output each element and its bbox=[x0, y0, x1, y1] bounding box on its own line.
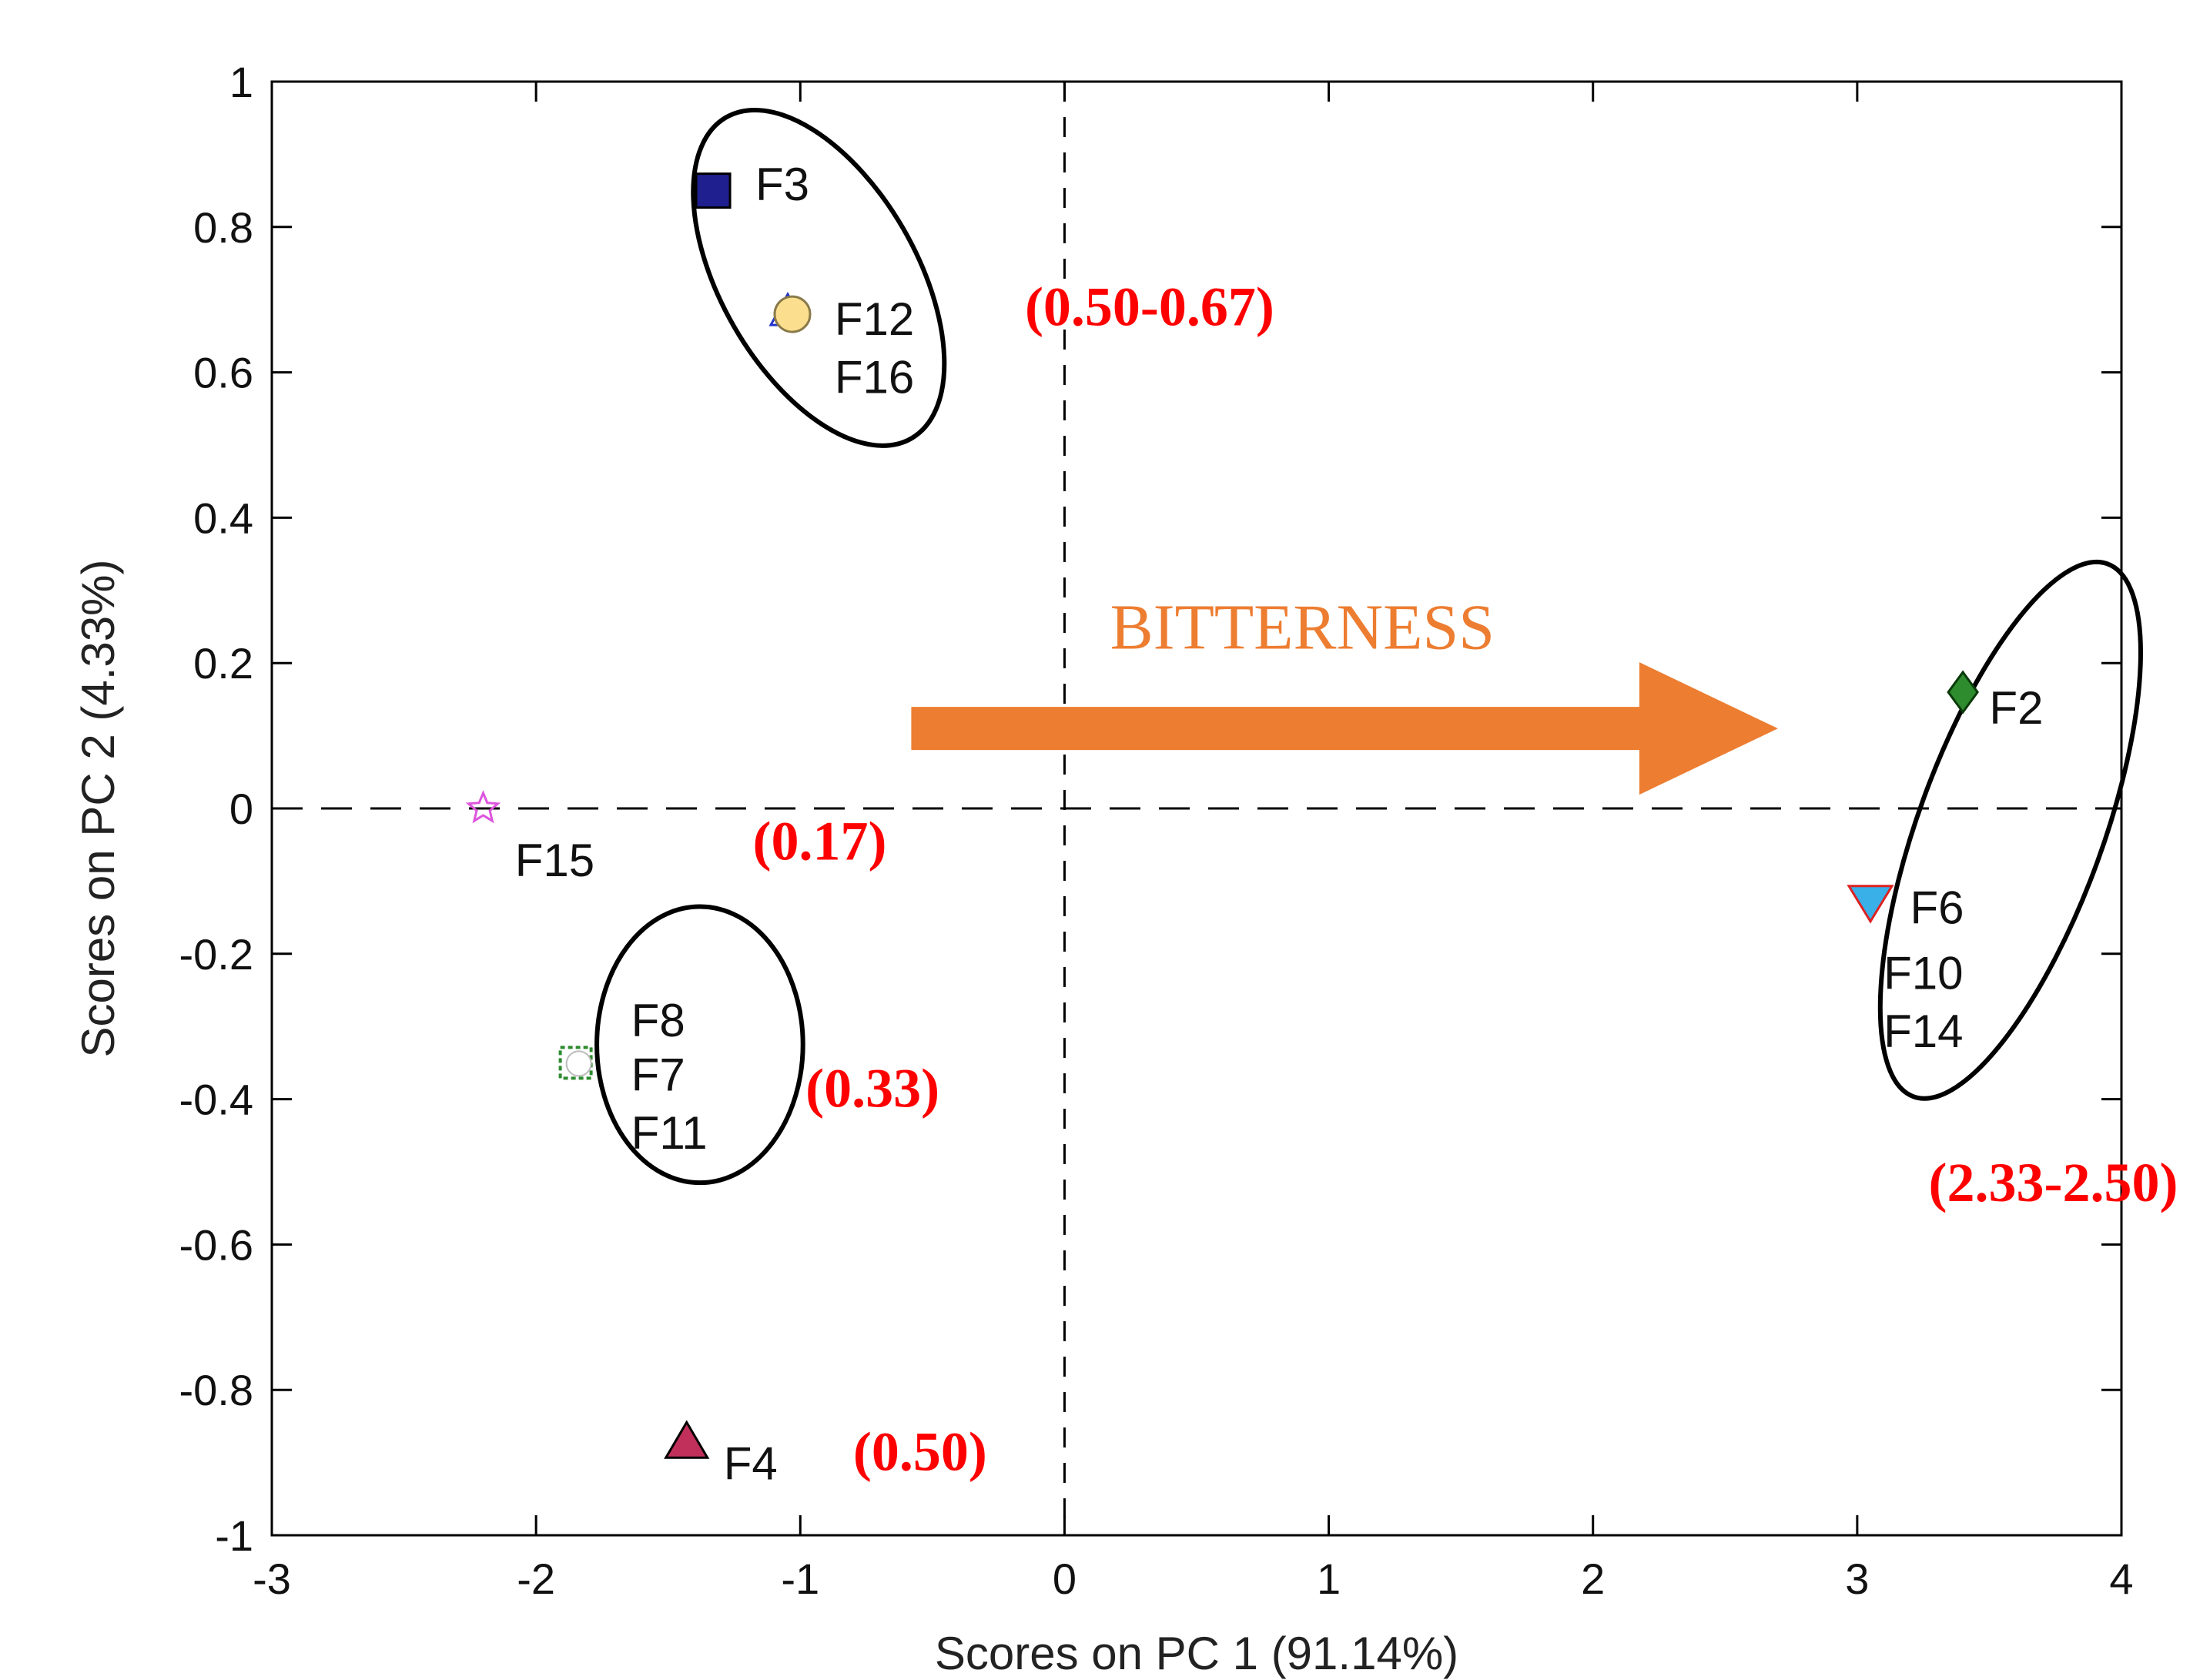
bitterness-value: (0.33) bbox=[805, 1057, 939, 1119]
x-tick-label: -2 bbox=[517, 1555, 555, 1603]
label-f11: F11 bbox=[631, 1107, 708, 1159]
label-f14: F14 bbox=[1884, 1006, 1963, 1057]
y-tick-label: 0.8 bbox=[193, 203, 253, 252]
y-tick-label: -0.4 bbox=[179, 1076, 254, 1124]
y-tick-label: 1 bbox=[229, 58, 253, 106]
y-tick-label: -0.2 bbox=[179, 930, 254, 979]
label-f2: F2 bbox=[1989, 682, 2043, 734]
label-f6: F6 bbox=[1910, 882, 1964, 933]
label-f4: F4 bbox=[724, 1438, 778, 1490]
label-f10: F10 bbox=[1884, 947, 1963, 999]
reference-lines bbox=[272, 82, 2121, 1535]
x-tick-label: 0 bbox=[1053, 1555, 1077, 1603]
y-tick-label: -0.8 bbox=[179, 1366, 254, 1414]
x-axis-title: Scores on PC 1 (91.14%) bbox=[935, 1628, 1458, 1679]
x-tick-label: 4 bbox=[2109, 1555, 2133, 1603]
label-f8: F8 bbox=[631, 995, 685, 1046]
bitterness-value: (0.50-0.67) bbox=[1025, 276, 1274, 338]
label-f15: F15 bbox=[515, 835, 594, 886]
x-tick-label: -1 bbox=[781, 1555, 819, 1603]
score-points bbox=[465, 172, 1979, 1459]
x-tick-label: -3 bbox=[253, 1555, 291, 1603]
bitterness-arrow-label: BITTERNESS bbox=[1110, 591, 1495, 663]
x-tick-label: 3 bbox=[1845, 1555, 1869, 1603]
marker-f2 bbox=[1947, 670, 1979, 715]
group-ellipses bbox=[594, 107, 2143, 1186]
group-f8-f7-f11-ellipse bbox=[594, 904, 805, 1186]
marker-f6 bbox=[1847, 885, 1894, 924]
y-tick-label: 0.2 bbox=[193, 639, 253, 688]
x-tick-label: 2 bbox=[1581, 1555, 1605, 1603]
axis-ticks: -3 -2 -1 0 1 2 3 4 -1 -0.8 -0.6 -0.4 -0.2 0 0.2 0.4 0.6 0… bbox=[179, 58, 2134, 1603]
marker-f8-overlap bbox=[565, 1050, 592, 1077]
label-f12: F12 bbox=[835, 293, 914, 345]
bitterness-annotations: (0.50-0.67) (0.17) (0.33) (0.50) (2.33-2.50) bbox=[753, 276, 2178, 1483]
bitterness-value: (0.50) bbox=[853, 1421, 987, 1482]
y-tick-label: 0.4 bbox=[193, 494, 253, 542]
y-axis-title: Scores on PC 2 (4.33%) bbox=[72, 560, 124, 1058]
marker-f4 bbox=[664, 1420, 710, 1459]
y-tick-label: 0 bbox=[229, 785, 253, 833]
y-tick-label: 0.6 bbox=[193, 349, 253, 397]
bitterness-arrow-shape bbox=[911, 662, 1778, 795]
marker-f12 bbox=[773, 295, 812, 333]
bitterness-value: (0.17) bbox=[753, 810, 887, 872]
y-tick-label: -0.6 bbox=[179, 1220, 254, 1269]
group-f2-f6-f10-f14-ellipse bbox=[1877, 559, 2143, 1101]
group-f3-f12-f16-ellipse bbox=[691, 107, 947, 448]
bitterness-value: (2.33-2.50) bbox=[1929, 1152, 2178, 1213]
bitterness-arrow: BITTERNESS bbox=[911, 591, 1778, 795]
label-f16: F16 bbox=[835, 351, 914, 403]
label-f7: F7 bbox=[631, 1049, 685, 1101]
marker-f15 bbox=[465, 790, 501, 824]
label-f3: F3 bbox=[755, 159, 809, 210]
marker-f3 bbox=[695, 172, 732, 209]
y-tick-label: -1 bbox=[215, 1511, 253, 1560]
x-tick-label: 1 bbox=[1317, 1555, 1341, 1603]
